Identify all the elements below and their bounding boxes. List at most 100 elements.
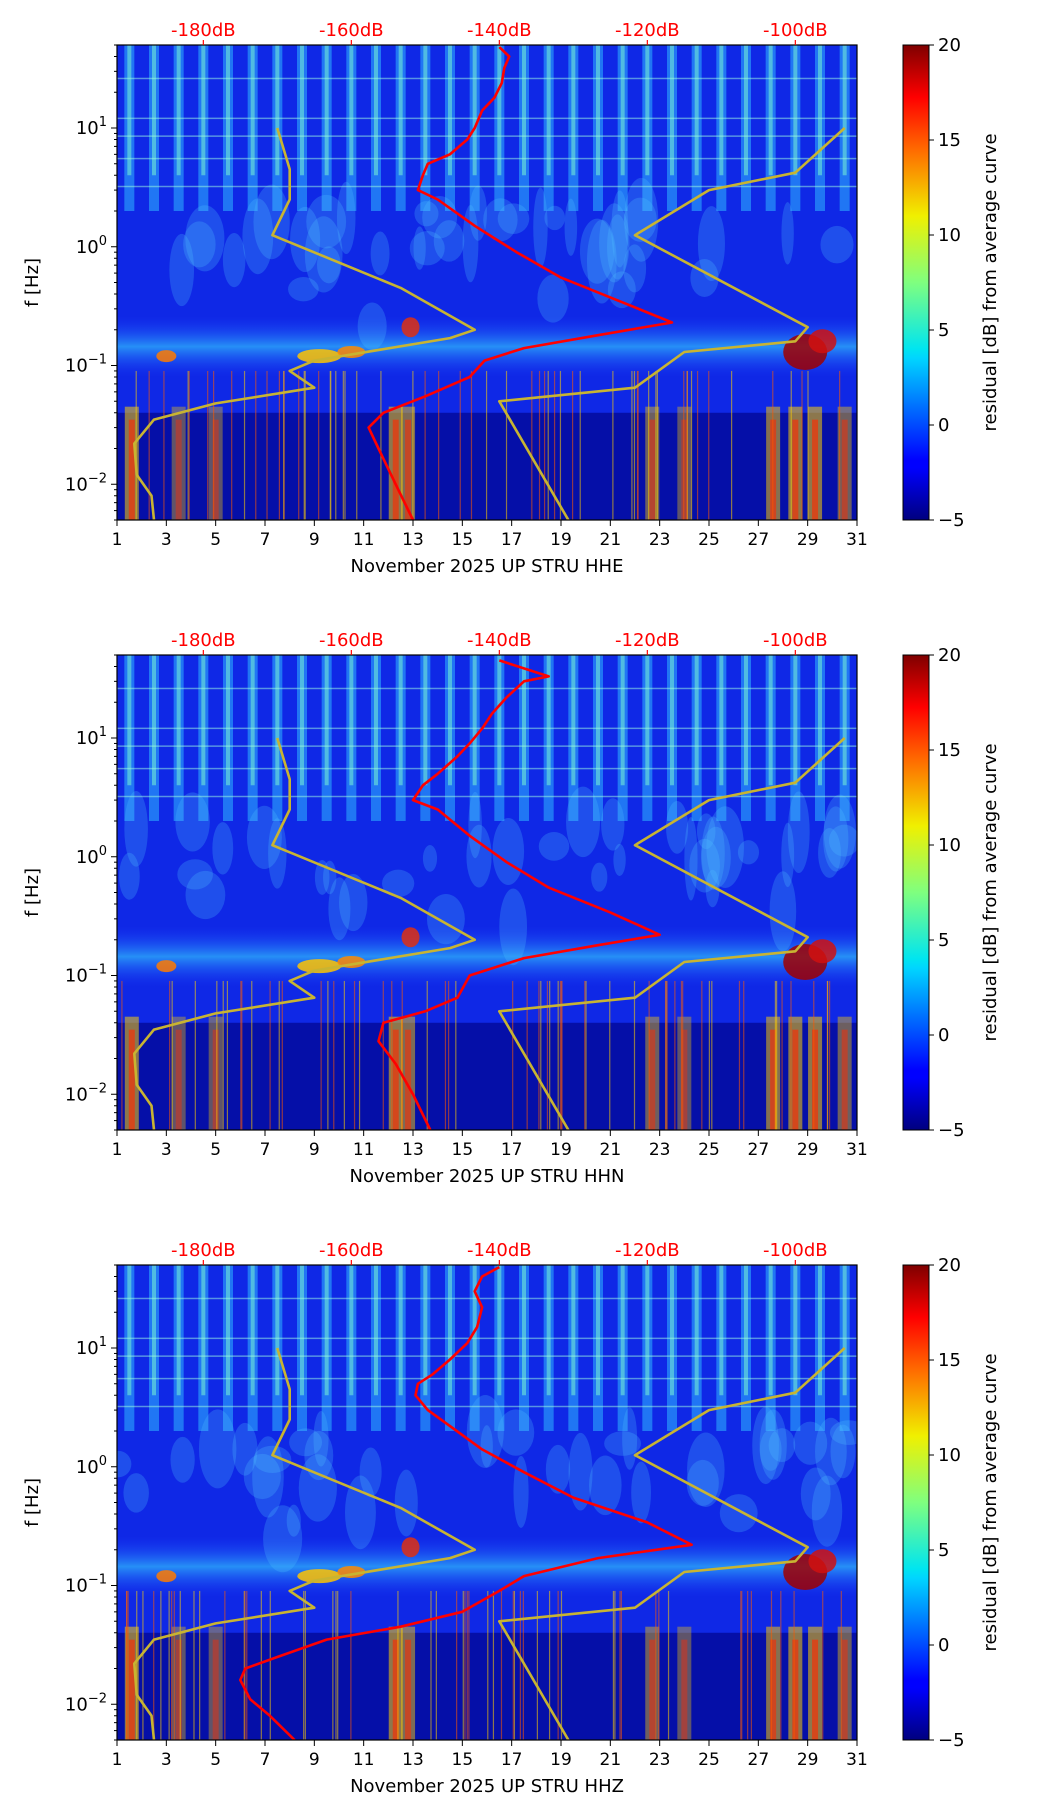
colorbar-tick-label: 20 (938, 35, 961, 56)
top-db-tick-label: -160dB (319, 20, 384, 41)
colorbar-label: residual [dB] from average curve (980, 1353, 1001, 1651)
colorbar (902, 1264, 930, 1741)
x-tick-label: 13 (402, 1140, 424, 1160)
x-tick-label: 27 (748, 1750, 770, 1770)
y-tick-label: 101 (76, 1335, 107, 1359)
x-tick-label: 23 (649, 1140, 671, 1160)
x-tick-label: 11 (353, 1750, 375, 1770)
y-axis-label: f [Hz] (22, 868, 43, 917)
colorbar (902, 44, 930, 521)
x-tick-label: 5 (210, 1750, 221, 1770)
x-tick-label: 31 (846, 530, 868, 550)
x-axis-label: November 2025 UP STRU HHE (351, 556, 624, 577)
x-tick-label: 3 (161, 1750, 172, 1770)
y-tick-label: 10−1 (65, 353, 107, 377)
colorbar-tick-label: 0 (938, 415, 949, 436)
x-tick-label: 31 (846, 1140, 868, 1160)
x-axis-label: November 2025 UP STRU HHZ (350, 1776, 624, 1797)
top-db-tick-label: -160dB (319, 1240, 384, 1261)
colorbar-tick-label: 20 (938, 645, 961, 666)
top-db-tick-label: -140dB (467, 1240, 532, 1261)
y-tick-label: 100 (76, 1454, 107, 1478)
x-tick-label: 25 (698, 1750, 720, 1770)
x-tick-label: 31 (846, 1750, 868, 1770)
colorbar-tick-label: 15 (938, 130, 961, 151)
top-db-tick-label: -140dB (467, 630, 532, 651)
x-tick-label: 29 (797, 1140, 819, 1160)
top-db-tick-label: -100dB (763, 20, 828, 41)
colorbar-tick-label: −5 (938, 510, 965, 531)
x-tick-label: 21 (600, 530, 622, 550)
x-tick-label: 17 (501, 530, 523, 550)
colorbar-tick-label: 5 (938, 1540, 949, 1561)
data-curve (239, 1265, 693, 1740)
x-tick-label: 3 (161, 530, 172, 550)
colorbar-tick-label: 5 (938, 320, 949, 341)
x-tick-label: 7 (260, 530, 271, 550)
x-tick-label: 9 (309, 530, 320, 550)
data-curve (367, 46, 674, 520)
x-tick-label: 9 (309, 1750, 320, 1770)
y-tick-label: 10−2 (65, 471, 107, 495)
top-db-tick-label: -180dB (171, 1240, 236, 1261)
y-axis-label: f [Hz] (22, 1478, 43, 1527)
colorbar-tick-label: 0 (938, 1025, 949, 1046)
colorbar-label: residual [dB] from average curve (980, 743, 1001, 1041)
colorbar-tick-label: 0 (938, 1635, 949, 1656)
y-tick-label: 10−2 (65, 1081, 107, 1105)
x-tick-label: 5 (210, 530, 221, 550)
colorbar-tick-label: 10 (938, 1445, 961, 1466)
top-db-tick-label: -180dB (171, 20, 236, 41)
y-tick-label: 101 (76, 725, 107, 749)
data-curve (498, 127, 846, 520)
x-tick-label: 17 (501, 1750, 523, 1770)
x-tick-label: 7 (260, 1140, 271, 1160)
data-curve (133, 1347, 476, 1740)
y-tick-label: 10−1 (65, 1573, 107, 1597)
x-tick-label: 7 (260, 1750, 271, 1770)
data-curve (377, 659, 661, 1130)
x-axis-label: November 2025 UP STRU HHN (349, 1166, 624, 1187)
top-db-tick-label: -140dB (467, 20, 532, 41)
colorbar-tick-label: 10 (938, 225, 961, 246)
colorbar-tick-label: 5 (938, 930, 949, 951)
colorbar-tick-label: −5 (938, 1730, 965, 1751)
x-tick-label: 19 (550, 1140, 572, 1160)
data-curve (498, 737, 846, 1130)
colorbar-tick-label: 15 (938, 740, 961, 761)
x-tick-label: 25 (698, 1140, 720, 1160)
x-tick-label: 13 (402, 530, 424, 550)
x-tick-label: 23 (649, 1750, 671, 1770)
x-tick-label: 1 (112, 1750, 123, 1770)
spectrogram-image (117, 655, 857, 1130)
x-tick-label: 11 (353, 1140, 375, 1160)
x-tick-label: 23 (649, 530, 671, 550)
x-tick-label: 29 (797, 1750, 819, 1770)
colorbar-tick-label: 20 (938, 1255, 961, 1276)
top-db-tick-label: -160dB (319, 630, 384, 651)
x-tick-label: 21 (600, 1140, 622, 1160)
y-tick-label: 100 (76, 844, 107, 868)
data-curve (498, 1347, 846, 1740)
data-curve (133, 737, 476, 1130)
x-tick-label: 21 (600, 1750, 622, 1770)
x-tick-label: 15 (452, 530, 474, 550)
x-tick-label: 15 (452, 1750, 474, 1770)
spectrogram-image (117, 45, 857, 520)
top-db-tick-label: -100dB (763, 630, 828, 651)
x-tick-label: 29 (797, 530, 819, 550)
y-tick-label: 101 (76, 115, 107, 139)
x-tick-label: 5 (210, 1140, 221, 1160)
x-tick-label: 27 (748, 1140, 770, 1160)
top-db-tick-label: -120dB (615, 630, 680, 651)
top-db-tick-label: -180dB (171, 630, 236, 651)
colorbar-tick-label: 10 (938, 835, 961, 856)
x-tick-label: 19 (550, 530, 572, 550)
x-tick-label: 1 (112, 530, 123, 550)
x-tick-label: 15 (452, 1140, 474, 1160)
